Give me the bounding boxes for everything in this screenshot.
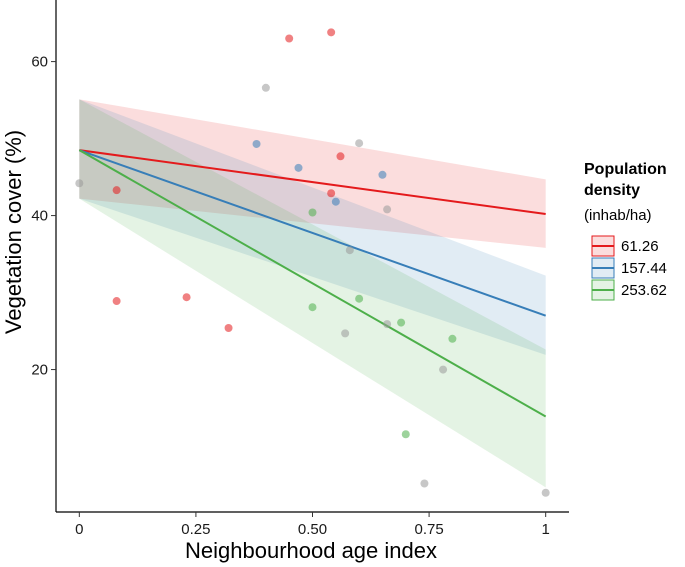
legend: Population density (inhab/ha) 61.26 157.4…: [584, 161, 667, 301]
confidence-bands: [79, 99, 546, 488]
point-253.62-4: [401, 430, 410, 439]
point-61.26-1: [112, 297, 121, 306]
y-axis-title: Vegetation cover (%): [1, 130, 26, 334]
point-253.62-2: [355, 294, 364, 303]
ci-band-157.44: [79, 99, 546, 355]
point-61.26-3: [224, 323, 233, 332]
point-61.26-4: [285, 34, 294, 43]
point-other-2: [355, 139, 364, 148]
fit-line-157.44: [78, 149, 547, 317]
x-tick-label-3: 0.75: [414, 521, 443, 538]
y-tick-label-0: 20: [31, 362, 48, 379]
point-157.44-3: [378, 170, 387, 179]
x-axis-title: Neighbourhood age index: [185, 538, 437, 563]
point-253.62-5: [448, 334, 457, 343]
x-tick-label-2: 0.50: [298, 521, 327, 538]
x-tick-label-1: 0.25: [181, 521, 210, 538]
point-other-7: [420, 479, 429, 488]
y-tick-label-2: 60: [31, 54, 48, 71]
point-other-0: [75, 179, 84, 188]
legend-title-line1: Population: [584, 161, 667, 178]
point-253.62-0: [308, 303, 317, 312]
point-253.62-1: [308, 208, 317, 217]
point-253.62-3: [397, 318, 406, 327]
point-other-4: [345, 246, 354, 255]
fit-line-61.26: [79, 149, 546, 216]
x-tick-label-0: 0: [75, 521, 83, 538]
point-157.44-1: [294, 163, 303, 172]
axes: 0 0.25 0.50 0.75 1 20 40 60: [31, 0, 569, 538]
point-61.26-5: [327, 28, 336, 37]
point-other-3: [341, 329, 350, 338]
legend-label-253.62: 253.62: [621, 282, 667, 299]
point-other-1: [261, 83, 270, 92]
point-61.26-0: [112, 186, 121, 195]
point-61.26-7: [336, 152, 345, 161]
legend-label-61.26: 61.26: [621, 238, 659, 255]
y-tick-label-1: 40: [31, 208, 48, 225]
ci-band-61.26: [79, 99, 546, 248]
point-157.44-0: [252, 139, 261, 148]
point-157.44-2: [331, 197, 340, 206]
point-61.26-6: [327, 189, 336, 198]
data-points: [75, 28, 550, 497]
point-other-8: [439, 365, 448, 374]
ci-band-253.62: [79, 99, 546, 488]
x-tick-label-4: 1: [542, 521, 550, 538]
point-other-9: [541, 488, 550, 497]
point-other-5: [383, 205, 392, 214]
legend-title-line2: density: [584, 182, 640, 199]
point-61.26-2: [182, 293, 191, 302]
legend-subtitle: (inhab/ha): [584, 207, 652, 224]
point-other-6: [383, 320, 392, 329]
legend-label-157.44: 157.44: [621, 260, 667, 277]
fit-lines: [78, 149, 547, 418]
fit-line-253.62: [78, 149, 547, 418]
